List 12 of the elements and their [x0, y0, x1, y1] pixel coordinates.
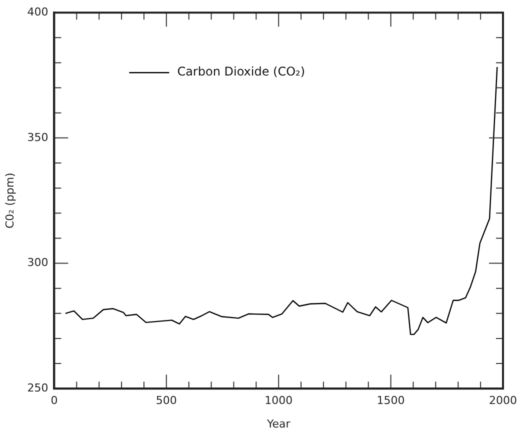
y-tick-label: 400 [27, 5, 48, 18]
y-tick-label: 300 [27, 256, 48, 270]
x-tick-label: 1000 [264, 394, 293, 408]
x-tick-label: 1500 [376, 394, 405, 408]
x-axis-title: Year [266, 417, 291, 430]
x-tick-label: 500 [156, 394, 177, 408]
x-tick-label: 2000 [489, 394, 518, 408]
y-tick-label: 250 [27, 381, 48, 394]
legend-label: Carbon Dioxide (CO₂) [177, 64, 306, 79]
y-tick-label: 350 [27, 130, 48, 144]
y-axis-title: C0₂ (ppm) [3, 172, 16, 229]
x-tick-label: 0 [50, 394, 58, 408]
